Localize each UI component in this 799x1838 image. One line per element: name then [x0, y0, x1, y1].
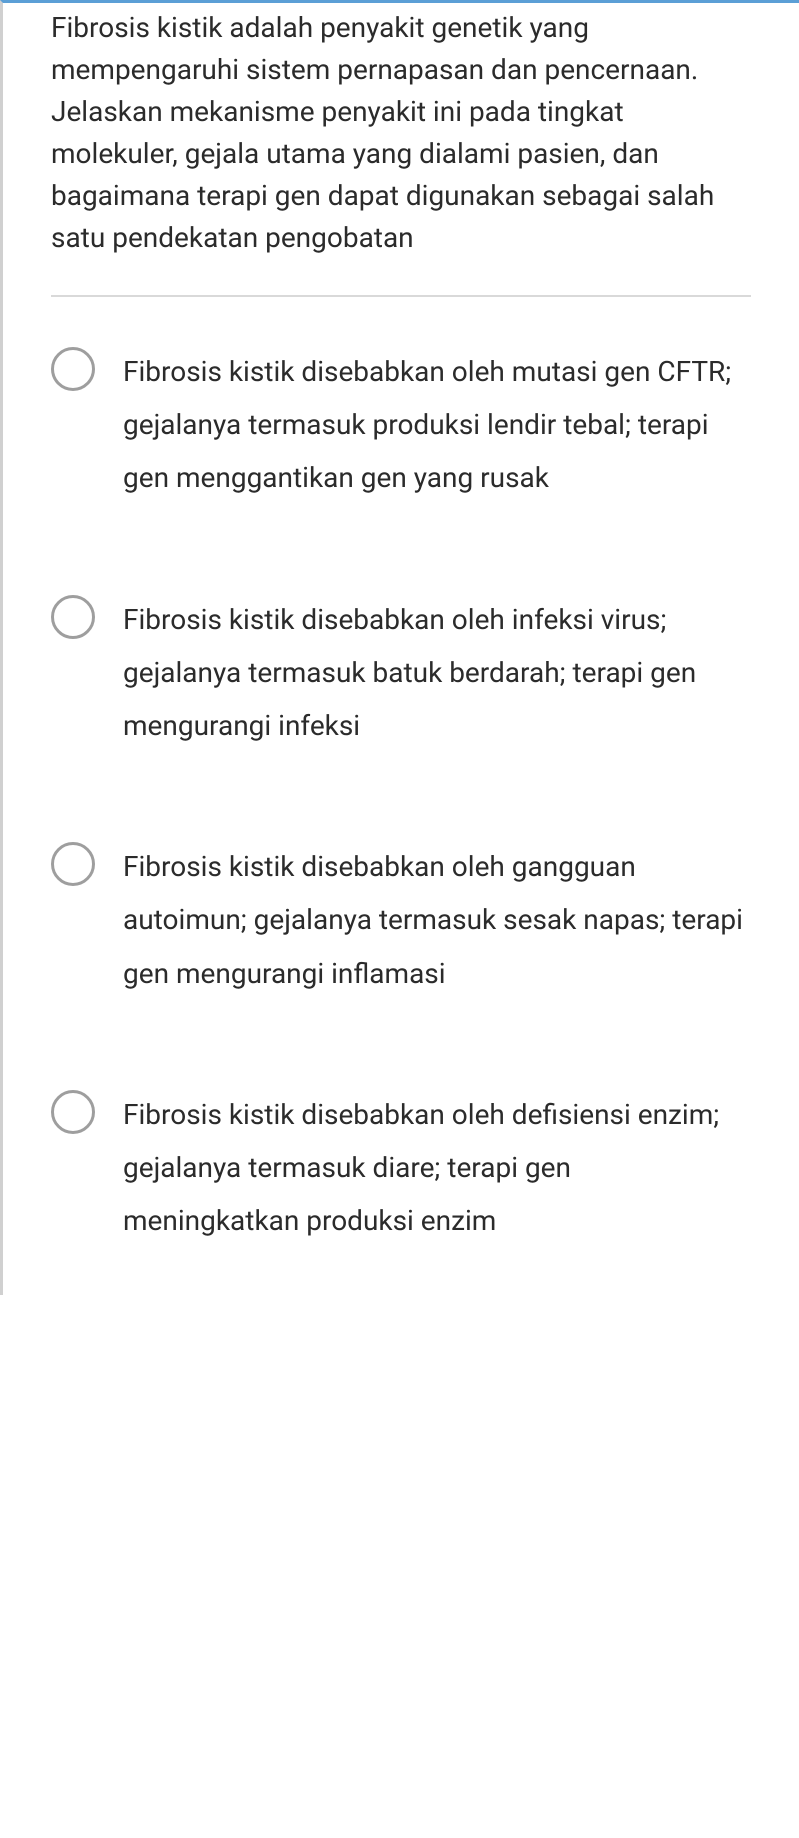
option-2-text: Fibrosis kistik disebabkan oleh infeksi … [123, 593, 751, 753]
radio-4[interactable] [51, 1090, 95, 1134]
card-inner: Fibrosis kistik adalah penyakit genetik … [3, 3, 799, 1295]
radio-3[interactable] [51, 842, 95, 886]
option-4-text: Fibrosis kistik disebabkan oleh defisien… [123, 1088, 751, 1248]
option-1-text: Fibrosis kistik disebabkan oleh mutasi g… [123, 345, 751, 505]
options-list: Fibrosis kistik disebabkan oleh mutasi g… [51, 297, 751, 1247]
radio-2[interactable] [51, 595, 95, 639]
option-1[interactable]: Fibrosis kistik disebabkan oleh mutasi g… [51, 345, 751, 505]
question-card: Fibrosis kistik adalah penyakit genetik … [0, 0, 799, 1295]
option-2[interactable]: Fibrosis kistik disebabkan oleh infeksi … [51, 593, 751, 753]
option-3[interactable]: Fibrosis kistik disebabkan oleh gangguan… [51, 840, 751, 1000]
question-text: Fibrosis kistik adalah penyakit genetik … [51, 3, 751, 295]
option-3-text: Fibrosis kistik disebabkan oleh gangguan… [123, 840, 751, 1000]
radio-1[interactable] [51, 347, 95, 391]
option-4[interactable]: Fibrosis kistik disebabkan oleh defisien… [51, 1088, 751, 1248]
